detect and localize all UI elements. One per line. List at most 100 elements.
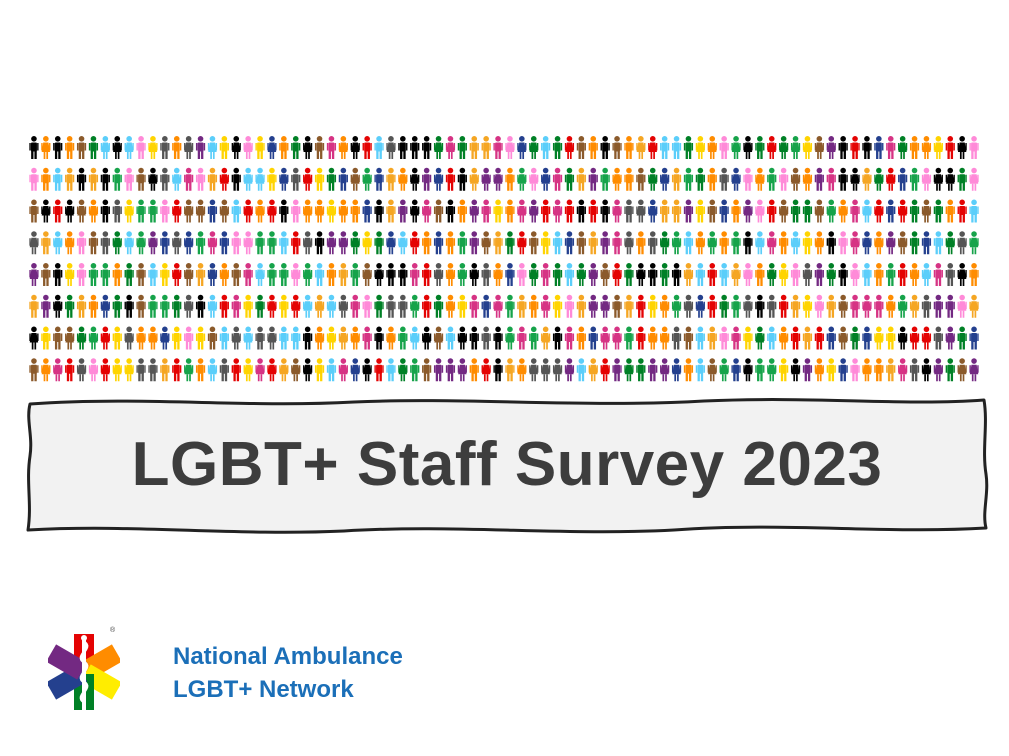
person-icon (100, 231, 110, 255)
person-icon (481, 294, 491, 318)
person-icon (969, 136, 979, 159)
person-icon (231, 326, 241, 350)
person-icon (552, 167, 563, 191)
person-icon (76, 167, 87, 191)
person-icon (838, 136, 848, 159)
person-icon (767, 136, 777, 159)
person-icon (814, 294, 824, 318)
person-icon (112, 263, 122, 286)
person-icon (350, 294, 360, 318)
person-icon (564, 199, 575, 223)
person-icon (648, 294, 658, 318)
person-icon (945, 167, 955, 191)
person-icon (41, 199, 51, 223)
person-icon (53, 136, 63, 159)
person-icon (731, 326, 741, 350)
person-icon (386, 199, 396, 223)
person-icon (517, 231, 527, 255)
person-icon (207, 294, 218, 318)
person-icon (314, 136, 325, 159)
person-icon (683, 167, 694, 191)
person-icon (707, 136, 717, 159)
person-icon (767, 358, 777, 382)
person-icon (909, 136, 920, 159)
person-icon (326, 231, 337, 255)
person-icon (303, 136, 313, 159)
person-icon (469, 263, 479, 286)
person-icon (755, 263, 765, 286)
person-icon (303, 294, 313, 318)
person-icon (291, 358, 301, 382)
person-icon (219, 199, 229, 223)
person-icon (802, 231, 813, 255)
person-icon (41, 136, 51, 159)
person-icon (600, 136, 610, 159)
person-icon (326, 294, 337, 318)
person-icon (422, 326, 432, 350)
person-icon (291, 326, 301, 350)
person-icon (350, 136, 360, 159)
person-icon (195, 136, 206, 159)
person-icon (933, 199, 943, 223)
person-icon (29, 136, 39, 159)
person-icon (707, 358, 717, 382)
person-icon (445, 294, 456, 318)
person-icon (505, 294, 515, 318)
person-icon (767, 167, 777, 191)
person-icon (624, 294, 634, 318)
person-icon (255, 136, 265, 159)
person-icon (576, 231, 586, 255)
person-icon (148, 167, 158, 191)
person-icon (386, 326, 396, 350)
person-icon (338, 263, 348, 286)
person-icon (648, 231, 658, 255)
person-icon (802, 167, 813, 191)
person-icon (802, 263, 813, 286)
person-icon (303, 358, 313, 382)
person-icon (422, 294, 432, 318)
person-icon (76, 199, 87, 223)
person-icon (493, 294, 503, 318)
person-icon (862, 263, 872, 286)
person-icon (195, 263, 206, 286)
person-icon (148, 231, 158, 255)
person-icon (374, 358, 384, 382)
person-icon (422, 231, 432, 255)
person-icon (814, 136, 824, 159)
person-icon (648, 263, 658, 286)
person-icon (65, 294, 75, 318)
person-icon (29, 358, 39, 382)
person-icon (612, 136, 622, 159)
person-icon (779, 136, 789, 159)
person-icon (945, 326, 955, 350)
person-icon (719, 358, 729, 382)
person-icon (386, 263, 396, 286)
person-icon (88, 263, 99, 286)
person-icon (100, 136, 110, 159)
person-icon (969, 199, 979, 223)
person-icon (898, 199, 908, 223)
person-icon (921, 326, 932, 350)
person-icon (945, 136, 955, 159)
person-icon (374, 167, 384, 191)
person-icon (957, 358, 967, 382)
person-icon (779, 167, 789, 191)
person-icon (790, 294, 801, 318)
person-icon (671, 231, 682, 255)
person-icon (695, 199, 705, 223)
person-icon (195, 358, 206, 382)
registered-mark: ® (110, 626, 116, 634)
person-icon (707, 167, 717, 191)
person-icon (874, 136, 884, 159)
person-icon (88, 326, 99, 350)
person-icon (481, 231, 491, 255)
person-icon (576, 136, 586, 159)
person-icon (136, 294, 146, 318)
person-icon (719, 167, 729, 191)
person-icon (541, 231, 551, 255)
person-icon (874, 294, 884, 318)
person-icon (564, 167, 575, 191)
person-icon (743, 263, 753, 286)
person-icon (267, 199, 277, 223)
person-icon (969, 294, 979, 318)
